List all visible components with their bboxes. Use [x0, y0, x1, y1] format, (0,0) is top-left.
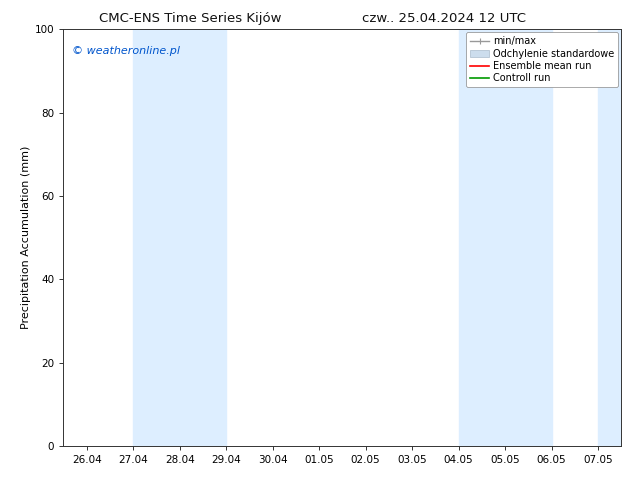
Legend: min/max, Odchylenie standardowe, Ensemble mean run, Controll run: min/max, Odchylenie standardowe, Ensembl…: [466, 32, 618, 87]
Text: czw.. 25.04.2024 12 UTC: czw.. 25.04.2024 12 UTC: [362, 12, 526, 25]
Bar: [133, 29, 226, 446]
Text: © weatheronline.pl: © weatheronline.pl: [72, 46, 180, 56]
Bar: [458, 29, 552, 446]
Y-axis label: Precipitation Accumulation (mm): Precipitation Accumulation (mm): [20, 146, 30, 329]
Text: CMC-ENS Time Series Kijów: CMC-ENS Time Series Kijów: [99, 12, 281, 25]
Bar: [598, 29, 621, 446]
